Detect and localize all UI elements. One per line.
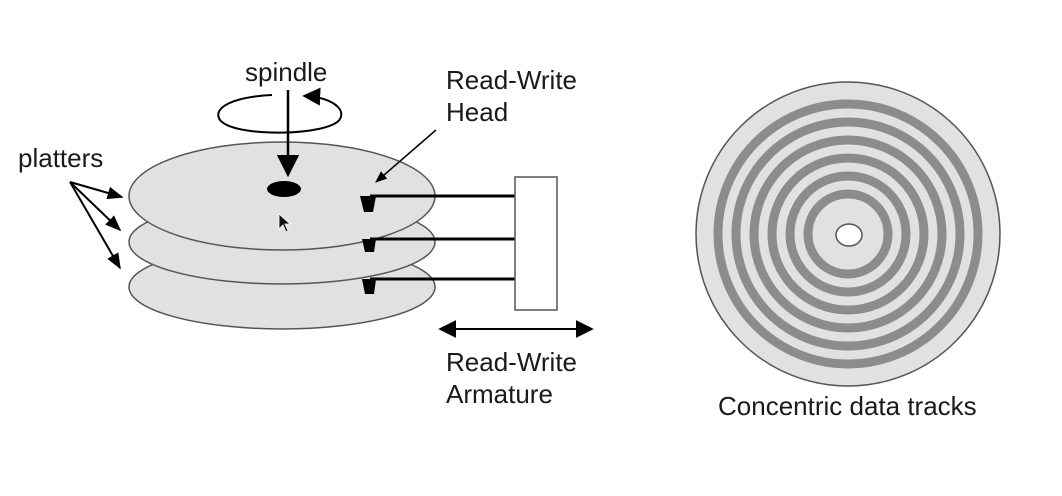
- platters-arrows: [69, 181, 124, 270]
- armature-label-line2: Armature: [446, 379, 553, 409]
- read-write-arms: [370, 194, 516, 281]
- head-label-line1: Read-Write: [446, 65, 578, 95]
- spindle-hole: [267, 181, 301, 197]
- platters-label: platters: [18, 143, 104, 173]
- spindle-rotation-arrow: [217, 87, 343, 134]
- track-rings: [713, 99, 983, 369]
- read-write-heads: [360, 196, 376, 294]
- tracks-label: Concentric data tracks: [718, 391, 977, 421]
- armature-label-line1: Read-Write: [446, 347, 578, 377]
- mouse-cursor-icon: [278, 213, 292, 233]
- armature-block: [514, 176, 558, 311]
- concentric-tracks-disk: [695, 81, 1001, 387]
- disk-center-hole: [835, 223, 863, 247]
- head-label-line2: Head: [446, 97, 509, 127]
- head-pointer-arrow: [375, 129, 437, 183]
- spindle-label: spindle: [245, 57, 328, 87]
